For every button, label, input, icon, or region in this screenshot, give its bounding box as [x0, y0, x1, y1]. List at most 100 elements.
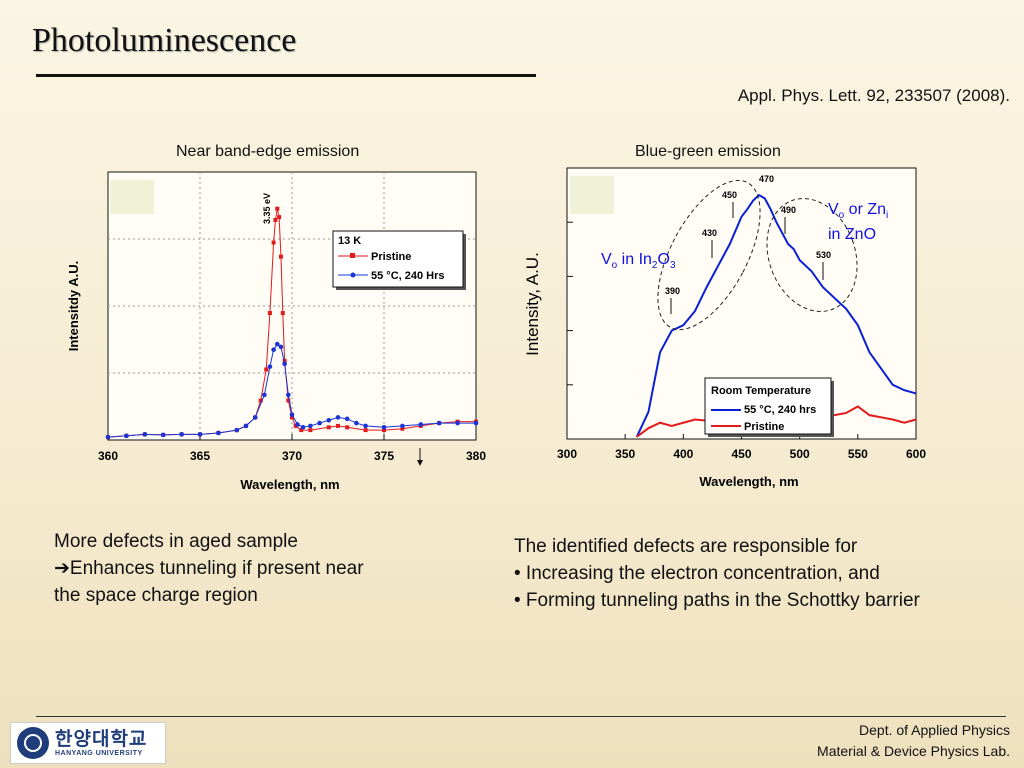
legend-circle-icon — [350, 272, 356, 278]
footer-text: Dept. of Applied Physics Material & Devi… — [817, 720, 1010, 762]
chart1-xtick-label: 360 — [98, 449, 118, 463]
chart1-point — [290, 415, 294, 420]
chart1-xtick-label: 370 — [282, 449, 302, 463]
chart1-xtick-label: 380 — [466, 449, 486, 463]
chart1-ticks: 360 365 370 375 380 — [98, 434, 486, 463]
logo-korean-text: 한양대학교 — [55, 728, 148, 750]
chart1-ylabel: Intensitdy A.U. — [66, 261, 81, 352]
chart1-point — [243, 423, 249, 429]
chart1-point — [142, 432, 148, 437]
chart1-point — [400, 426, 405, 431]
zno-defect-label-line2: in ZnO — [828, 226, 876, 243]
chart1-point — [273, 217, 278, 222]
chart1-legend-swatch-area — [110, 180, 154, 214]
chart1-legend-item-aged: 55 °C, 240 Hrs — [371, 270, 445, 282]
chart1-point — [418, 422, 424, 427]
chart1-point — [308, 423, 313, 429]
chart2-legend-item-aged: 55 °C, 240 hrs — [744, 404, 816, 416]
chart1-point — [282, 359, 287, 364]
chart1-point — [278, 254, 283, 259]
footer-line-2: Material & Device Physics Lab. — [817, 743, 1010, 759]
chart1-point — [354, 420, 359, 426]
chart2-xtick-label: 350 — [615, 447, 635, 461]
peak-450-label: 450 — [722, 190, 737, 200]
chart1-point — [271, 347, 276, 353]
title-underline — [36, 74, 536, 77]
right-text-line-1: The identified defects are responsible f… — [514, 536, 858, 557]
legend-square-icon — [350, 253, 355, 258]
chart2-xtick-label: 600 — [906, 447, 926, 461]
chart2-xlabel: Wavelength, nm — [699, 474, 798, 489]
chart1-series — [105, 206, 479, 440]
chart2-series-line — [635, 193, 917, 438]
chart2-xtick-label: 500 — [790, 447, 810, 461]
chart1-point — [345, 425, 350, 430]
university-logo: 한양대학교 HANYANG UNIVERSITY — [10, 722, 166, 764]
peak-470-label: 470 — [759, 174, 774, 184]
chart1-point — [455, 420, 460, 426]
chart2-legend-swatch-area — [570, 176, 614, 214]
slide-title: Photoluminescence — [32, 22, 297, 59]
chart1-point — [326, 417, 332, 423]
chart1-arrow-head — [417, 460, 423, 466]
left-text-line-3: the space charge region — [54, 585, 258, 606]
chart2-xtick-label: 550 — [848, 447, 868, 461]
chart1-point — [344, 416, 350, 422]
chart1-point — [299, 428, 304, 433]
chart1-point — [264, 367, 269, 372]
chart1-point — [275, 206, 280, 211]
chart1-point — [293, 423, 298, 428]
chart1-point — [436, 420, 442, 426]
chart1-point — [280, 311, 285, 316]
chart1-legend-header: 13 K — [338, 235, 361, 247]
chart2-title: Blue-green emission — [635, 143, 781, 160]
chart2-legend-item-pristine: Pristine — [744, 421, 784, 433]
chart1-point — [278, 344, 284, 350]
chart1-point — [234, 427, 240, 433]
left-text-line-2: ➔Enhances tunneling if present near — [54, 558, 364, 579]
chart1-point — [160, 432, 166, 438]
peak-490-label: 490 — [781, 205, 796, 215]
chart2-xtick-label: 400 — [673, 447, 693, 461]
chart1-point — [267, 311, 272, 316]
zno-region-ellipse — [766, 198, 858, 312]
chart1-point — [326, 425, 331, 430]
footer-line-1: Dept. of Applied Physics — [859, 722, 1010, 738]
chart1-point — [277, 215, 282, 220]
chart1-point — [295, 422, 300, 427]
logo-english-text: HANYANG UNIVERSITY — [55, 749, 143, 757]
chart2-peak-labels: 390 430 450 470 490 530 — [665, 174, 831, 314]
chart1-xtick-label: 375 — [374, 449, 394, 463]
chart1-point — [308, 428, 313, 433]
peak-430-label: 430 — [702, 228, 717, 238]
chart1-point — [317, 420, 322, 426]
peak-390-label: 390 — [665, 286, 680, 296]
chart1-point — [336, 423, 340, 428]
university-seal-icon — [17, 727, 49, 759]
chart1-point — [267, 364, 273, 369]
chart1-point — [252, 415, 258, 420]
right-text-line-2: • Increasing the electron concentration,… — [514, 563, 880, 584]
chart1-point — [473, 420, 479, 426]
chart1-point — [335, 415, 341, 420]
chart1-point — [289, 412, 295, 417]
chart1-point — [262, 392, 267, 398]
footer-divider — [36, 716, 1006, 717]
chart1-xlabel: Wavelength, nm — [240, 477, 339, 492]
chart2-legend-header: Room Temperature — [711, 385, 811, 397]
chart1-title: Near band-edge emission — [176, 143, 360, 160]
chart1-point — [105, 434, 111, 440]
in2o3-vacancy-label: Vo in In2O3 — [601, 251, 676, 271]
chart1-point — [400, 423, 405, 429]
chart2-ticks: 300 350 400 450 500 550 600 — [557, 221, 926, 461]
chart1-point — [258, 398, 263, 403]
chart1-peak-annotation: 3.35 eV — [262, 193, 272, 224]
chart2-legend: Room Temperature 55 °C, 240 hrs Pristine — [704, 377, 834, 437]
chart2-xtick-label: 450 — [731, 447, 751, 461]
chart1-point — [282, 361, 287, 367]
chart1-point — [381, 425, 387, 430]
chart1-legend: 13 K Pristine 55 °C, 240 Hrs — [332, 230, 466, 290]
right-text-line-3: • Forming tunneling paths in the Schottk… — [514, 590, 920, 611]
right-text-block: The identified defects are responsible f… — [514, 533, 920, 614]
